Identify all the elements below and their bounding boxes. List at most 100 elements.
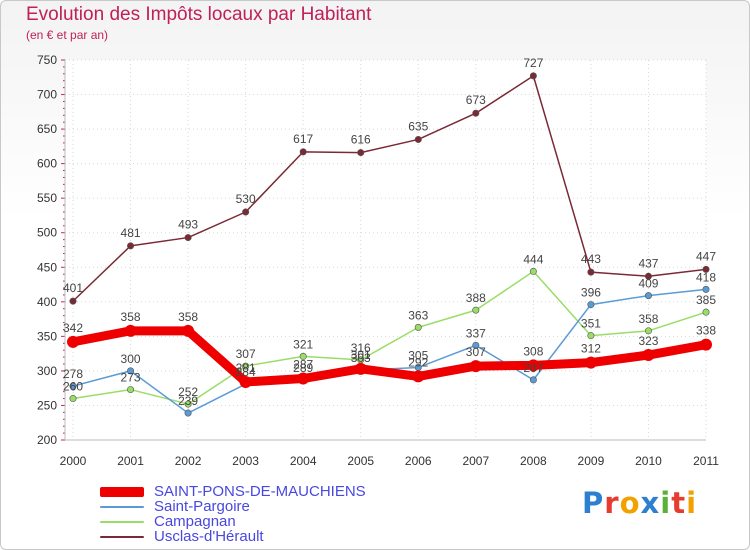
data-label: 301 (351, 348, 371, 362)
data-point (69, 395, 77, 403)
data-label: 260 (63, 380, 83, 394)
logo-letter: i (660, 486, 672, 520)
data-point (184, 409, 192, 417)
legend-label: Campagnan (154, 513, 236, 530)
data-label: 292 (408, 355, 428, 369)
data-label: 338 (696, 324, 716, 338)
x-tick-label: 2010 (635, 454, 662, 468)
data-label: 307 (236, 347, 256, 361)
x-tick-label: 2007 (462, 454, 489, 468)
data-label: 396 (581, 286, 601, 300)
data-label: 284 (236, 365, 256, 379)
series-line-2 (72, 270, 707, 405)
y-tick-label: 750 (37, 53, 57, 67)
data-label: 287 (523, 361, 543, 375)
data-label: 300 (121, 352, 141, 366)
data-label: 358 (638, 312, 658, 326)
data-label: 316 (351, 341, 371, 355)
data-label: 727 (523, 56, 543, 70)
data-point (700, 338, 712, 351)
data-label: 308 (523, 344, 543, 358)
legend-item-saint-pons[interactable]: SAINT-PONS-DE-MAUCHIENS (100, 484, 366, 499)
series-line-3 (72, 75, 707, 302)
data-label: 437 (638, 256, 658, 270)
data-label: 635 (408, 119, 428, 133)
data-label: 617 (293, 132, 313, 146)
data-label: 401 (63, 281, 83, 295)
logo-letter: x (640, 486, 661, 520)
data-point (299, 352, 307, 360)
legend-swatch (100, 520, 144, 523)
y-tick-label: 300 (37, 364, 57, 378)
data-point (414, 323, 422, 331)
data-label: 409 (638, 277, 658, 291)
legend-item-usclas-d-herault[interactable]: Usclas-d'Hérault (100, 529, 366, 544)
data-point (184, 234, 192, 242)
data-point (469, 360, 482, 373)
data-label: 443 (581, 252, 601, 266)
y-tick-label: 350 (37, 329, 57, 343)
data-label: 351 (581, 317, 601, 331)
data-point (412, 370, 425, 383)
data-point (239, 375, 252, 388)
legend-item-campagnan[interactable]: Campagnan (100, 514, 366, 529)
data-point (529, 72, 537, 80)
data-point (472, 341, 480, 349)
y-tick-label: 550 (37, 191, 57, 205)
data-point (242, 208, 250, 216)
data-label: 312 (581, 342, 601, 356)
y-tick-label: 450 (37, 260, 57, 274)
data-point (297, 372, 310, 385)
legend-item-saint-pargoire[interactable]: Saint-Pargoire (100, 499, 366, 514)
data-label: 481 (121, 226, 141, 240)
y-tick-label: 650 (37, 122, 57, 136)
data-label: 673 (466, 93, 486, 107)
data-label: 616 (351, 133, 371, 147)
series-line-0 (68, 326, 711, 387)
data-label: 278 (63, 367, 83, 381)
legend-label: SAINT-PONS-DE-MAUCHIENS (154, 483, 366, 500)
data-label: 239 (178, 394, 198, 408)
data-point (67, 335, 79, 348)
chart-subtitle: (en € et par an) (26, 28, 109, 42)
data-point (242, 362, 250, 370)
data-label: 323 (638, 334, 658, 348)
y-tick-label: 250 (37, 398, 57, 412)
data-point (644, 272, 652, 280)
data-label: 388 (466, 291, 486, 305)
data-point (644, 327, 652, 335)
data-point (127, 386, 135, 394)
data-point (584, 356, 597, 369)
data-point (127, 242, 135, 250)
logo-letter: t (671, 486, 687, 520)
data-point (587, 268, 595, 276)
data-point (587, 332, 595, 340)
data-label: 342 (63, 321, 83, 335)
data-label: 305 (408, 348, 428, 362)
data-point (702, 265, 710, 273)
data-label: 444 (523, 252, 543, 266)
data-point (472, 306, 480, 314)
logo-letter: r (604, 486, 620, 520)
legend-label: Usclas-d'Hérault (154, 528, 264, 545)
x-tick-label: 2008 (520, 454, 547, 468)
legend-swatch (100, 505, 144, 508)
data-point (69, 297, 77, 305)
data-point (642, 349, 655, 362)
x-tick-label: 2009 (578, 454, 605, 468)
chart-legend: SAINT-PONS-DE-MAUCHIENS Saint-Pargoire C… (100, 484, 366, 544)
x-tick-label: 2002 (175, 454, 202, 468)
x-tick-label: 2005 (347, 454, 374, 468)
data-label: 321 (293, 337, 313, 351)
data-point (529, 267, 537, 275)
data-label: 252 (178, 385, 198, 399)
data-point (357, 149, 365, 157)
chart-title: Evolution des Impôts locaux par Habitant (26, 4, 372, 25)
plot-area (65, 60, 706, 440)
data-label: 303 (351, 351, 371, 365)
x-tick-label: 2004 (290, 454, 317, 468)
data-point (124, 324, 137, 337)
data-point (472, 109, 480, 117)
data-label: 358 (121, 310, 141, 324)
